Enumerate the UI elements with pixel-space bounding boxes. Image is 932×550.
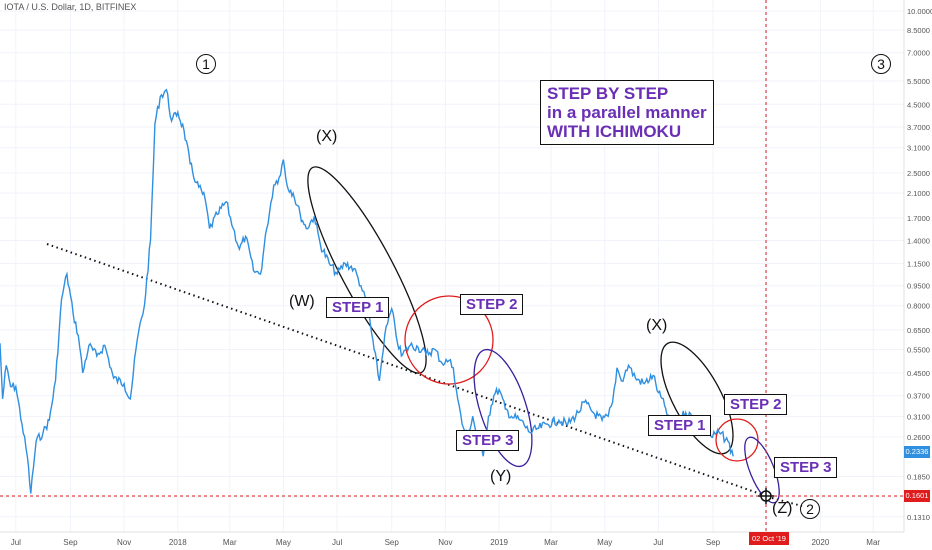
- step2-label: STEP 2: [460, 294, 524, 315]
- y-tick-label: 0.9500: [907, 282, 930, 291]
- y-tick-label: 0.8000: [907, 302, 930, 311]
- purple-ellipse-step3: [473, 348, 533, 468]
- trendline: [46, 243, 773, 499]
- y-tick-label: 4.5000: [907, 100, 930, 109]
- step3-label-b: STEP 3: [774, 457, 838, 478]
- wave-z-label: (Z): [772, 500, 793, 517]
- red-circle-step2-b: [715, 418, 759, 462]
- y-tick-label: 3.1000: [907, 144, 930, 153]
- y-tick-label: 8.5000: [907, 26, 930, 35]
- y-tick-label: 0.6500: [907, 326, 930, 335]
- y-tick-label: 0.3700: [907, 392, 930, 401]
- step3-label: STEP 3: [456, 430, 520, 451]
- y-tick-label: 0.1310: [907, 513, 930, 522]
- x-tick-label: Mar: [544, 538, 558, 547]
- y-tick-label: 0.5500: [907, 345, 930, 354]
- price-series-line: [0, 88, 734, 494]
- x-tick-label: May: [597, 538, 612, 547]
- black-ellipse-step1-b: [660, 341, 734, 455]
- y-tick-label: 0.2600: [907, 433, 930, 442]
- x-tick-label: Jul: [332, 538, 342, 547]
- wave-2-marker: 2: [800, 499, 820, 519]
- wave-x-label: (X): [316, 128, 338, 145]
- wave-y-label: (Y): [490, 468, 512, 485]
- purple-ellipse-step3-b: [744, 436, 780, 504]
- x-tick-label: Mar: [866, 538, 880, 547]
- wave-x-label-b: (X): [646, 317, 668, 334]
- symbol-header: IOTA / U.S. Dollar, 1D, BITFINEX: [4, 2, 137, 12]
- y-tick-label: 0.3100: [907, 412, 930, 421]
- x-tick-label: 2019: [490, 538, 508, 547]
- red-circle-step2: [404, 295, 494, 385]
- wave-3-marker: 3: [871, 54, 891, 74]
- black-ellipse-step1: [307, 166, 427, 374]
- x-tick-label: 2018: [169, 538, 187, 547]
- x-tick-label: Sep: [706, 538, 721, 547]
- x-tick-label: Jul: [11, 538, 21, 547]
- x-tick-label: 2020: [811, 538, 829, 547]
- drawing-shapes: [0, 0, 905, 533]
- date-marker-label: 02 Oct '19: [749, 532, 789, 545]
- wave-w-label: (W): [289, 293, 315, 310]
- wave-1-marker: 1: [196, 54, 216, 74]
- step1-label: STEP 1: [326, 297, 390, 318]
- x-tick-label: Sep: [385, 538, 400, 547]
- title-line-1: STEP BY STEP: [547, 84, 669, 103]
- time-axis: Jul Sep Nov 2018 Mar May Jul Sep Nov 2019 Mar May Ju…: [11, 538, 881, 547]
- y-tick-label: 1.7000: [907, 214, 930, 223]
- x-tick-label: May: [276, 538, 291, 547]
- y-tick-label: 5.5000: [907, 77, 930, 86]
- x-tick-label: Nov: [438, 538, 452, 547]
- horizontal-line-price-label: 0.1601: [904, 490, 930, 502]
- y-tick-label: 1.4000: [907, 236, 930, 245]
- crosshair-icon: [758, 488, 774, 504]
- x-tick-label: Sep: [63, 538, 78, 547]
- y-tick-label: 2.1000: [907, 189, 930, 198]
- x-tick-label: Jul: [653, 538, 663, 547]
- y-tick-label: 10.0000: [907, 7, 932, 16]
- title-line-3: WITH ICHIMOKU: [547, 122, 682, 141]
- y-tick-label: 1.1500: [907, 259, 930, 268]
- last-price-label: 0.2336: [904, 446, 930, 458]
- price-axis: 10.0000 8.5000 7.0000 5.5000 4.5000 3.7000 3.1…: [907, 7, 932, 522]
- x-tick-label: Mar: [223, 538, 237, 547]
- y-tick-label: 7.0000: [907, 49, 930, 58]
- x-tick-label: Nov: [117, 538, 131, 547]
- grid: [0, 0, 904, 532]
- y-tick-label: 0.4500: [907, 369, 930, 378]
- step1-label-b: STEP 1: [648, 415, 712, 436]
- y-tick-label: 0.1850: [907, 473, 930, 482]
- step2-label-b: STEP 2: [724, 394, 788, 415]
- title-line-2: in a parallel manner: [547, 103, 707, 122]
- trendline-extension: [771, 497, 803, 507]
- title-annotation: STEP BY STEP in a parallel manner WITH I…: [540, 80, 714, 145]
- y-tick-label: 2.5000: [907, 169, 930, 178]
- y-tick-label: 3.7000: [907, 123, 930, 132]
